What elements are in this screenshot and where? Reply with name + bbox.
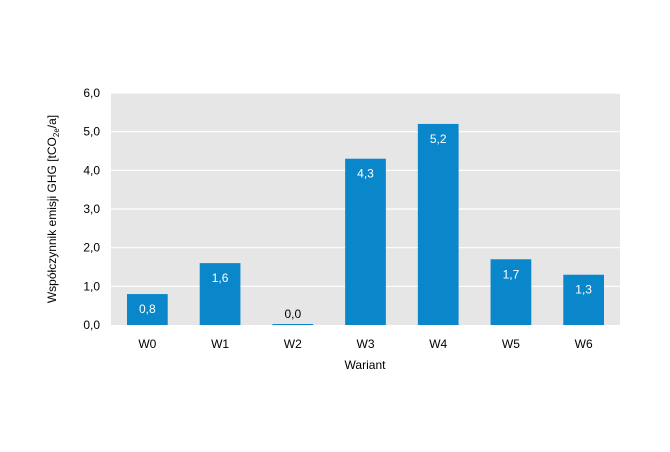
bar-w3 xyxy=(345,158,386,325)
data-label: 1,7 xyxy=(503,267,520,281)
bar-w2 xyxy=(272,324,314,325)
data-labels: 0,8 1,6 0,0 4,3 5,2 1,7 1,3 xyxy=(139,132,592,321)
x-tick-label: W6 xyxy=(575,337,593,351)
data-label: 1,6 xyxy=(212,271,229,285)
x-tick-label: W5 xyxy=(502,337,520,351)
x-tick-label: W4 xyxy=(429,337,447,351)
bar-w4 xyxy=(417,123,459,325)
y-axis-title-end: /a] xyxy=(45,115,59,128)
y-tick-label: 5,0 xyxy=(83,125,100,139)
x-tick-label: W0 xyxy=(138,337,156,351)
y-axis-title: Współczynnik emisji GHG [tCO2e/a] xyxy=(45,115,61,303)
bar-w6 xyxy=(563,274,605,325)
bar-w5 xyxy=(490,259,532,325)
y-axis-title-sub1: 2 xyxy=(52,132,61,137)
y-axis-title-sub2: e xyxy=(52,128,61,133)
data-label: 5,2 xyxy=(430,132,447,146)
x-tick-label: W3 xyxy=(357,337,375,351)
x-axis-title: Wariant xyxy=(345,358,387,372)
data-label: 0,0 xyxy=(284,307,301,321)
data-label: 4,3 xyxy=(357,167,374,181)
bars xyxy=(126,123,605,325)
y-tick-labels: 0,0 1,0 2,0 3,0 4,0 5,0 6,0 xyxy=(83,86,100,332)
y-tick-label: 0,0 xyxy=(83,318,100,332)
y-tick-label: 6,0 xyxy=(83,86,100,100)
x-tick-label: W1 xyxy=(211,337,229,351)
y-tick-label: 1,0 xyxy=(83,279,100,293)
bar-w1 xyxy=(199,263,241,325)
y-tick-label: 4,0 xyxy=(83,163,100,177)
x-tick-label: W2 xyxy=(284,337,302,351)
y-axis-title-main: Współczynnik emisji GHG [tCO xyxy=(45,137,59,303)
data-label: 0,8 xyxy=(139,302,156,316)
data-label: 1,3 xyxy=(575,283,592,297)
x-tick-labels: W0 W1 W2 W3 W4 W5 W6 xyxy=(138,337,593,351)
bar-w0 xyxy=(126,294,168,325)
y-tick-label: 2,0 xyxy=(83,241,100,255)
y-tick-label: 3,0 xyxy=(83,202,100,216)
